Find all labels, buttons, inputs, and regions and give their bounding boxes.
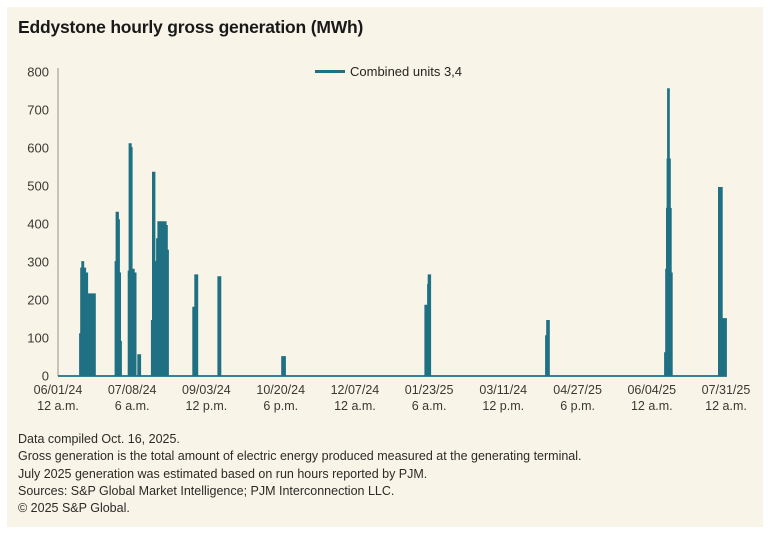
x-tick-date-label: 04/27/25 — [553, 383, 602, 397]
generation-step-area-chart: 0 100 200 300 400 500 600 700 800 06/01/24 12 a.m.… — [27, 65, 751, 414]
x-tick-time-label: 12 p.m. — [186, 399, 228, 413]
y-tick-label: 400 — [27, 217, 49, 232]
x-tick-date-label: 01/23/25 — [405, 383, 454, 397]
x-tick-time-label: 12 p.m. — [482, 399, 524, 413]
footnotes: Data compiled Oct. 16, 2025. Gross gener… — [18, 431, 738, 517]
x-tick-date-label: 07/31/25 — [702, 383, 751, 397]
x-tick-date-label: 06/04/25 — [627, 383, 676, 397]
y-tick-label: 500 — [27, 179, 49, 194]
x-tick-date-label: 06/01/24 — [34, 383, 83, 397]
footnote-gross-generation-definition: Gross generation is the total amount of … — [18, 449, 582, 464]
chart-title: Eddystone hourly gross generation (MWh) — [18, 17, 364, 37]
footnote-data-compiled: Data compiled Oct. 16, 2025. — [18, 432, 180, 446]
x-tick-date-label: 10/20/24 — [256, 383, 305, 397]
x-tick-time-label: 6 a.m. — [412, 399, 447, 413]
legend-line-swatch — [315, 69, 345, 73]
x-tick-time-label: 12 a.m. — [334, 399, 376, 413]
x-tick-time-label: 6 p.m. — [263, 399, 298, 413]
x-tick-time-label: 12 a.m. — [37, 399, 79, 413]
y-tick-label: 800 — [27, 65, 49, 80]
x-tick-time-label: 12 a.m. — [631, 399, 673, 413]
y-tick-label: 100 — [27, 331, 49, 346]
x-tick-time-label: 12 a.m. — [705, 399, 747, 413]
footnote-july-estimate: July 2025 generation was estimated based… — [18, 466, 428, 481]
y-tick-label: 600 — [27, 141, 49, 156]
legend-label: Combined units 3,4 — [350, 63, 463, 79]
combined-units-series — [58, 88, 727, 377]
x-tick-time-label: 6 p.m. — [560, 399, 595, 413]
y-tick-label: 300 — [27, 255, 49, 270]
chart-card-background — [7, 7, 763, 527]
x-tick-date-label: 07/08/24 — [108, 383, 157, 397]
x-tick-date-label: 12/07/24 — [331, 383, 380, 397]
y-tick-label: 200 — [27, 293, 49, 308]
x-tick-date-label: 03/11/24 — [479, 383, 527, 397]
y-tick-label: 0 — [42, 369, 49, 384]
footnote-copyright: © 2025 S&P Global. — [18, 501, 130, 516]
y-tick-label: 700 — [27, 103, 49, 118]
x-tick-date-label: 09/03/24 — [182, 383, 231, 397]
chart-legend: Combined units 3,4 — [315, 63, 463, 79]
footnote-sources: Sources: S&P Global Market Intelligence;… — [18, 483, 395, 498]
x-tick-time-label: 6 a.m. — [115, 399, 150, 413]
